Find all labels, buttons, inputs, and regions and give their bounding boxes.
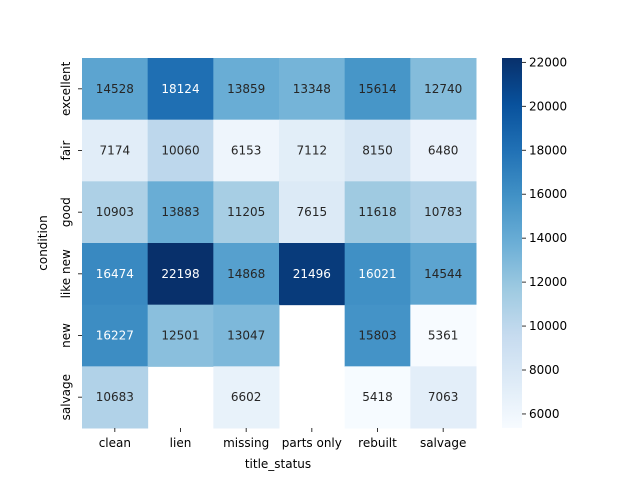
x-tick-label: clean — [99, 436, 131, 450]
cell-value-label: 11618 — [358, 205, 396, 219]
heatmap-cell — [147, 181, 214, 244]
heatmap-cell — [213, 243, 280, 306]
heatmap-cell — [279, 243, 346, 306]
y-tick-label: excellent — [59, 61, 73, 116]
heatmap-cell — [82, 366, 149, 429]
heatmap-cell — [147, 119, 214, 182]
cell-value-label: 7112 — [297, 144, 328, 158]
cell-value-label: 10783 — [424, 205, 462, 219]
cell-value-label: 16474 — [96, 267, 134, 281]
heatmap-cell — [344, 243, 411, 306]
cell-value-label: 5361 — [428, 329, 459, 343]
cell-value-label: 15803 — [358, 329, 396, 343]
heatmap-cell — [82, 119, 149, 182]
colorbar-tick-label: 8000 — [529, 363, 560, 377]
heatmap-cell — [213, 304, 280, 367]
heatmap-cell — [344, 181, 411, 244]
heatmap-cell — [410, 119, 477, 182]
heatmap-cell — [344, 58, 411, 121]
heatmap-cell — [147, 304, 214, 367]
colorbar-tick-label: 22000 — [529, 55, 567, 69]
cell-value-label: 13047 — [227, 329, 265, 343]
y-tick-label: like new — [59, 249, 73, 298]
cell-value-label: 6153 — [231, 144, 262, 158]
cell-value-label: 14528 — [96, 82, 134, 96]
cell-value-label: 7615 — [297, 205, 328, 219]
colorbar-tick-label: 10000 — [529, 319, 567, 333]
cell-value-label: 12501 — [161, 329, 199, 343]
heatmap-cell — [279, 58, 346, 121]
y-tick-label: new — [59, 323, 73, 348]
heatmap-cell — [213, 366, 280, 429]
colorbar-tick-label: 14000 — [529, 231, 567, 245]
cell-value-label: 16227 — [96, 329, 134, 343]
colorbar: 6000 8000 10000 12000 14000 16000 18000 20000 22… — [502, 55, 567, 428]
cell-value-label: 13348 — [293, 82, 331, 96]
colorbar-tick-label: 20000 — [529, 99, 567, 113]
colorbar-tick-label: 6000 — [529, 407, 560, 421]
x-tick-label: parts only — [282, 436, 342, 450]
cell-value-label: 16021 — [358, 267, 396, 281]
colorbar-gradient — [502, 58, 522, 428]
cell-value-label: 14868 — [227, 267, 265, 281]
heatmap-cell — [147, 243, 214, 306]
y-tick-label: good — [59, 197, 73, 227]
y-axis-label: condition — [36, 215, 50, 270]
heatmap-cell — [410, 304, 477, 367]
heatmap-cell — [410, 58, 477, 121]
heatmap-cell — [410, 181, 477, 244]
colorbar-tick-label: 18000 — [529, 143, 567, 157]
y-tick-label: salvage — [59, 374, 73, 420]
heatmap-cell — [82, 181, 149, 244]
cell-value-label: 6480 — [428, 144, 459, 158]
x-tick-labels: clean lien missing parts only rebuilt salvage — [99, 428, 466, 450]
heatmap-cell — [344, 366, 411, 429]
heatmap-cell — [213, 181, 280, 244]
heatmap-cell — [279, 181, 346, 244]
heatmap-cell — [82, 243, 149, 306]
heatmap-cell — [213, 58, 280, 121]
cell-value-label: 10903 — [96, 205, 134, 219]
heatmap-cell — [410, 366, 477, 429]
cell-value-label: 5418 — [362, 390, 393, 404]
x-tick-label: missing — [223, 436, 269, 450]
y-tick-labels: excellent fair good like new new salvage — [59, 61, 82, 420]
heatmap-cell — [279, 119, 346, 182]
heatmap-cell — [82, 58, 149, 121]
cell-value-label: 13883 — [161, 205, 199, 219]
cell-value-label: 13859 — [227, 82, 265, 96]
cell-value-label: 12740 — [424, 82, 462, 96]
x-tick-label: salvage — [420, 436, 466, 450]
cell-value-label: 22198 — [161, 267, 199, 281]
cell-value-label: 14544 — [424, 267, 462, 281]
x-tick-label: rebuilt — [358, 436, 397, 450]
cell-value-label: 7174 — [100, 144, 131, 158]
cell-value-label: 18124 — [161, 82, 199, 96]
heatmap-cell — [147, 58, 214, 121]
cell-value-label: 21496 — [293, 267, 331, 281]
colorbar-tick-label: 16000 — [529, 187, 567, 201]
heatmap-cell — [213, 119, 280, 182]
cell-value-label: 15614 — [358, 82, 396, 96]
heatmap-cell — [344, 304, 411, 367]
cell-value-label: 11205 — [227, 205, 265, 219]
cell-value-label: 10060 — [161, 144, 199, 158]
y-tick-label: fair — [59, 141, 73, 161]
heatmap-cell — [82, 304, 149, 367]
x-tick-label: lien — [170, 436, 192, 450]
cell-value-label: 6602 — [231, 390, 262, 404]
heatmap-cells: 14528 18124 13859 13348 15614 12740 7174 10060 6… — [82, 58, 477, 429]
colorbar-tick-label: 12000 — [529, 275, 567, 289]
cell-value-label: 10683 — [96, 390, 134, 404]
heatmap-cell — [344, 119, 411, 182]
cell-value-label: 7063 — [428, 390, 459, 404]
cell-value-label: 8150 — [362, 144, 393, 158]
heatmap-cell — [410, 243, 477, 306]
x-axis-label: title_status — [245, 457, 311, 471]
